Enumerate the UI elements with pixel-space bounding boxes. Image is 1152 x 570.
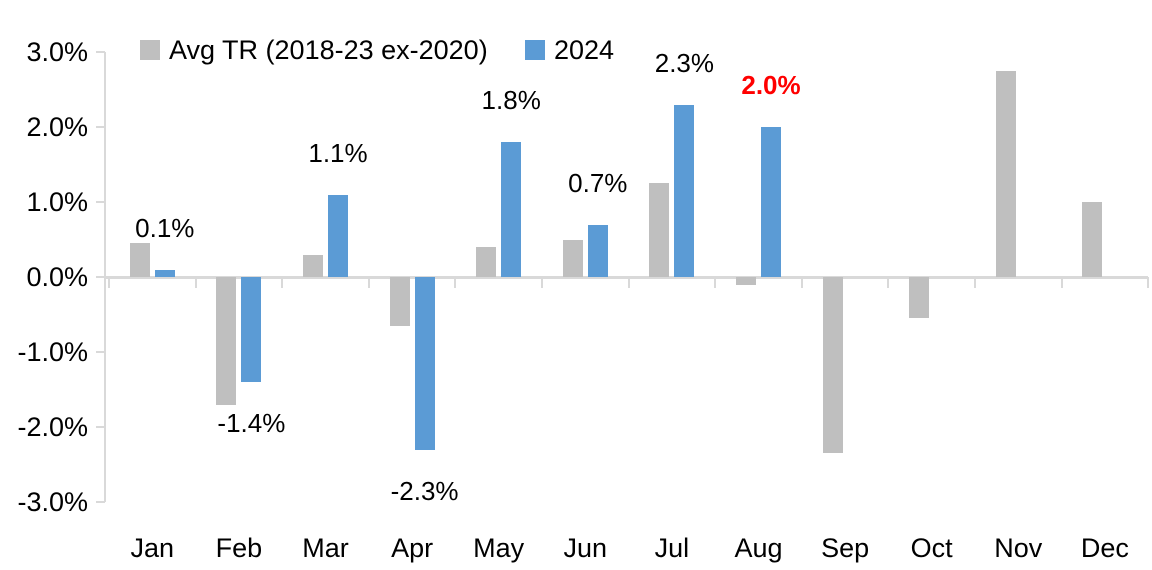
x-axis-tick [714, 277, 717, 288]
bar-2024-mar [328, 194, 348, 277]
y-axis-tick [96, 426, 105, 428]
y-axis-tick-label: 3.0% [26, 37, 88, 67]
bar-2024-apr [414, 277, 435, 450]
x-axis-tick [281, 277, 284, 288]
data-label-2024-mar: 1.1% [308, 137, 368, 168]
legend-swatch-avg-tr [140, 40, 160, 60]
x-axis-label-oct: Oct [910, 533, 953, 563]
legend-item-avg-tr: Avg TR (2018-23 ex-2020) [140, 34, 488, 65]
x-axis-label-jun: Jun [563, 533, 608, 563]
x-axis-label-may: May [473, 533, 525, 563]
legend-label-avg-tr: Avg TR (2018-23 ex-2020) [169, 34, 488, 65]
y-axis-tick-label: 1.0% [26, 187, 88, 217]
data-label-2024-feb: -1.4% [217, 408, 286, 438]
bar-2024-may [501, 142, 522, 277]
bar-avg-tr-jul [649, 183, 670, 277]
y-axis-tick [96, 51, 105, 53]
x-axis-label-jan: Jan [130, 533, 175, 563]
bar-avg-tr-aug [736, 277, 756, 285]
bar-2024-jan [154, 269, 175, 277]
legend-label-2024: 2024 [554, 34, 615, 65]
data-label-2024-may: 1.8% [481, 85, 541, 115]
legend-swatch-2024 [525, 40, 545, 60]
y-axis-tick [96, 501, 105, 503]
bar-avg-tr-jun [562, 239, 583, 277]
bar-avg-tr-jan [129, 243, 150, 277]
bar-avg-tr-mar [303, 254, 323, 277]
y-axis-tick [96, 126, 105, 128]
x-axis-label-jul: Jul [654, 533, 690, 563]
bar-2024-feb [241, 277, 262, 382]
x-axis-tick [454, 277, 457, 288]
data-label-2024-apr: -2.3% [390, 475, 459, 506]
x-axis-tick [541, 277, 543, 288]
bar-avg-tr-sep [822, 277, 843, 454]
y-axis-tick [96, 201, 105, 203]
x-axis-label-aug: Aug [734, 533, 783, 563]
y-axis-tick-label: 0.0% [26, 262, 88, 292]
bar-avg-tr-oct [909, 277, 930, 319]
x-axis-tick [194, 277, 197, 288]
data-label-2024-jul: 2.3% [654, 47, 715, 78]
bar-2024-jun [587, 224, 608, 277]
data-label-2024-jan: 0.1% [135, 212, 195, 243]
legend-item-2024: 2024 [525, 34, 615, 65]
data-label-2024-jun: 0.7% [568, 167, 628, 198]
x-axis-label-mar: Mar [302, 533, 349, 563]
y-axis-tick [96, 351, 105, 353]
bar-avg-tr-feb [216, 277, 237, 405]
x-axis-tick [627, 277, 630, 288]
y-axis-tick-label: -3.0% [17, 487, 88, 517]
bar-avg-tr-dec [1082, 202, 1103, 277]
x-axis-label-sep: Sep [821, 533, 870, 563]
x-axis-label-feb: Feb [215, 533, 263, 563]
bar-2024-aug [761, 127, 781, 277]
x-axis-line [105, 276, 1149, 279]
x-axis-tick [887, 277, 890, 288]
bar-avg-tr-nov [995, 70, 1016, 277]
x-axis-tick [800, 277, 803, 288]
bar-avg-tr-may [476, 247, 497, 277]
x-axis-label-dec: Dec [1080, 533, 1129, 563]
y-axis-tick-label: 2.0% [26, 112, 88, 142]
y-axis-tick [96, 276, 105, 278]
y-axis-tick-label: -1.0% [17, 337, 88, 367]
x-axis-label-apr: Apr [391, 533, 434, 563]
data-label-2024-aug: 2.0% [741, 70, 801, 100]
bar-2024-jul [674, 104, 695, 277]
x-axis-tick [108, 277, 110, 288]
x-axis-label-nov: Nov [994, 533, 1043, 563]
x-axis-tick [974, 277, 976, 288]
x-axis-tick [1060, 277, 1063, 288]
x-axis-tick [367, 277, 370, 288]
bar-avg-tr-apr [389, 277, 410, 326]
x-axis-tick [1147, 277, 1150, 288]
y-axis-tick-label: -2.0% [17, 412, 88, 442]
